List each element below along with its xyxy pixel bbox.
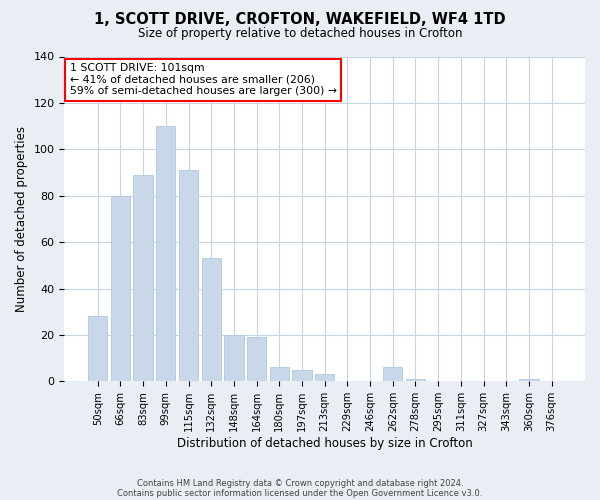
Bar [224,335,244,382]
Y-axis label: Number of detached properties: Number of detached properties [15,126,28,312]
Bar [247,338,266,382]
Bar [269,368,289,382]
Bar [133,175,153,382]
Bar [292,370,311,382]
Bar [383,368,403,382]
Text: Contains HM Land Registry data © Crown copyright and database right 2024.: Contains HM Land Registry data © Crown c… [137,478,463,488]
Text: 1, SCOTT DRIVE, CROFTON, WAKEFIELD, WF4 1TD: 1, SCOTT DRIVE, CROFTON, WAKEFIELD, WF4 … [94,12,506,28]
Bar [156,126,175,382]
Bar [315,374,334,382]
Bar [111,196,130,382]
Bar [202,258,221,382]
Bar [179,170,198,382]
X-axis label: Distribution of detached houses by size in Crofton: Distribution of detached houses by size … [177,437,473,450]
Text: 1 SCOTT DRIVE: 101sqm
← 41% of detached houses are smaller (206)
59% of semi-det: 1 SCOTT DRIVE: 101sqm ← 41% of detached … [70,63,337,96]
Bar [520,379,539,382]
Bar [406,379,425,382]
Text: Size of property relative to detached houses in Crofton: Size of property relative to detached ho… [138,28,462,40]
Bar [88,316,107,382]
Text: Contains public sector information licensed under the Open Government Licence v3: Contains public sector information licen… [118,488,482,498]
